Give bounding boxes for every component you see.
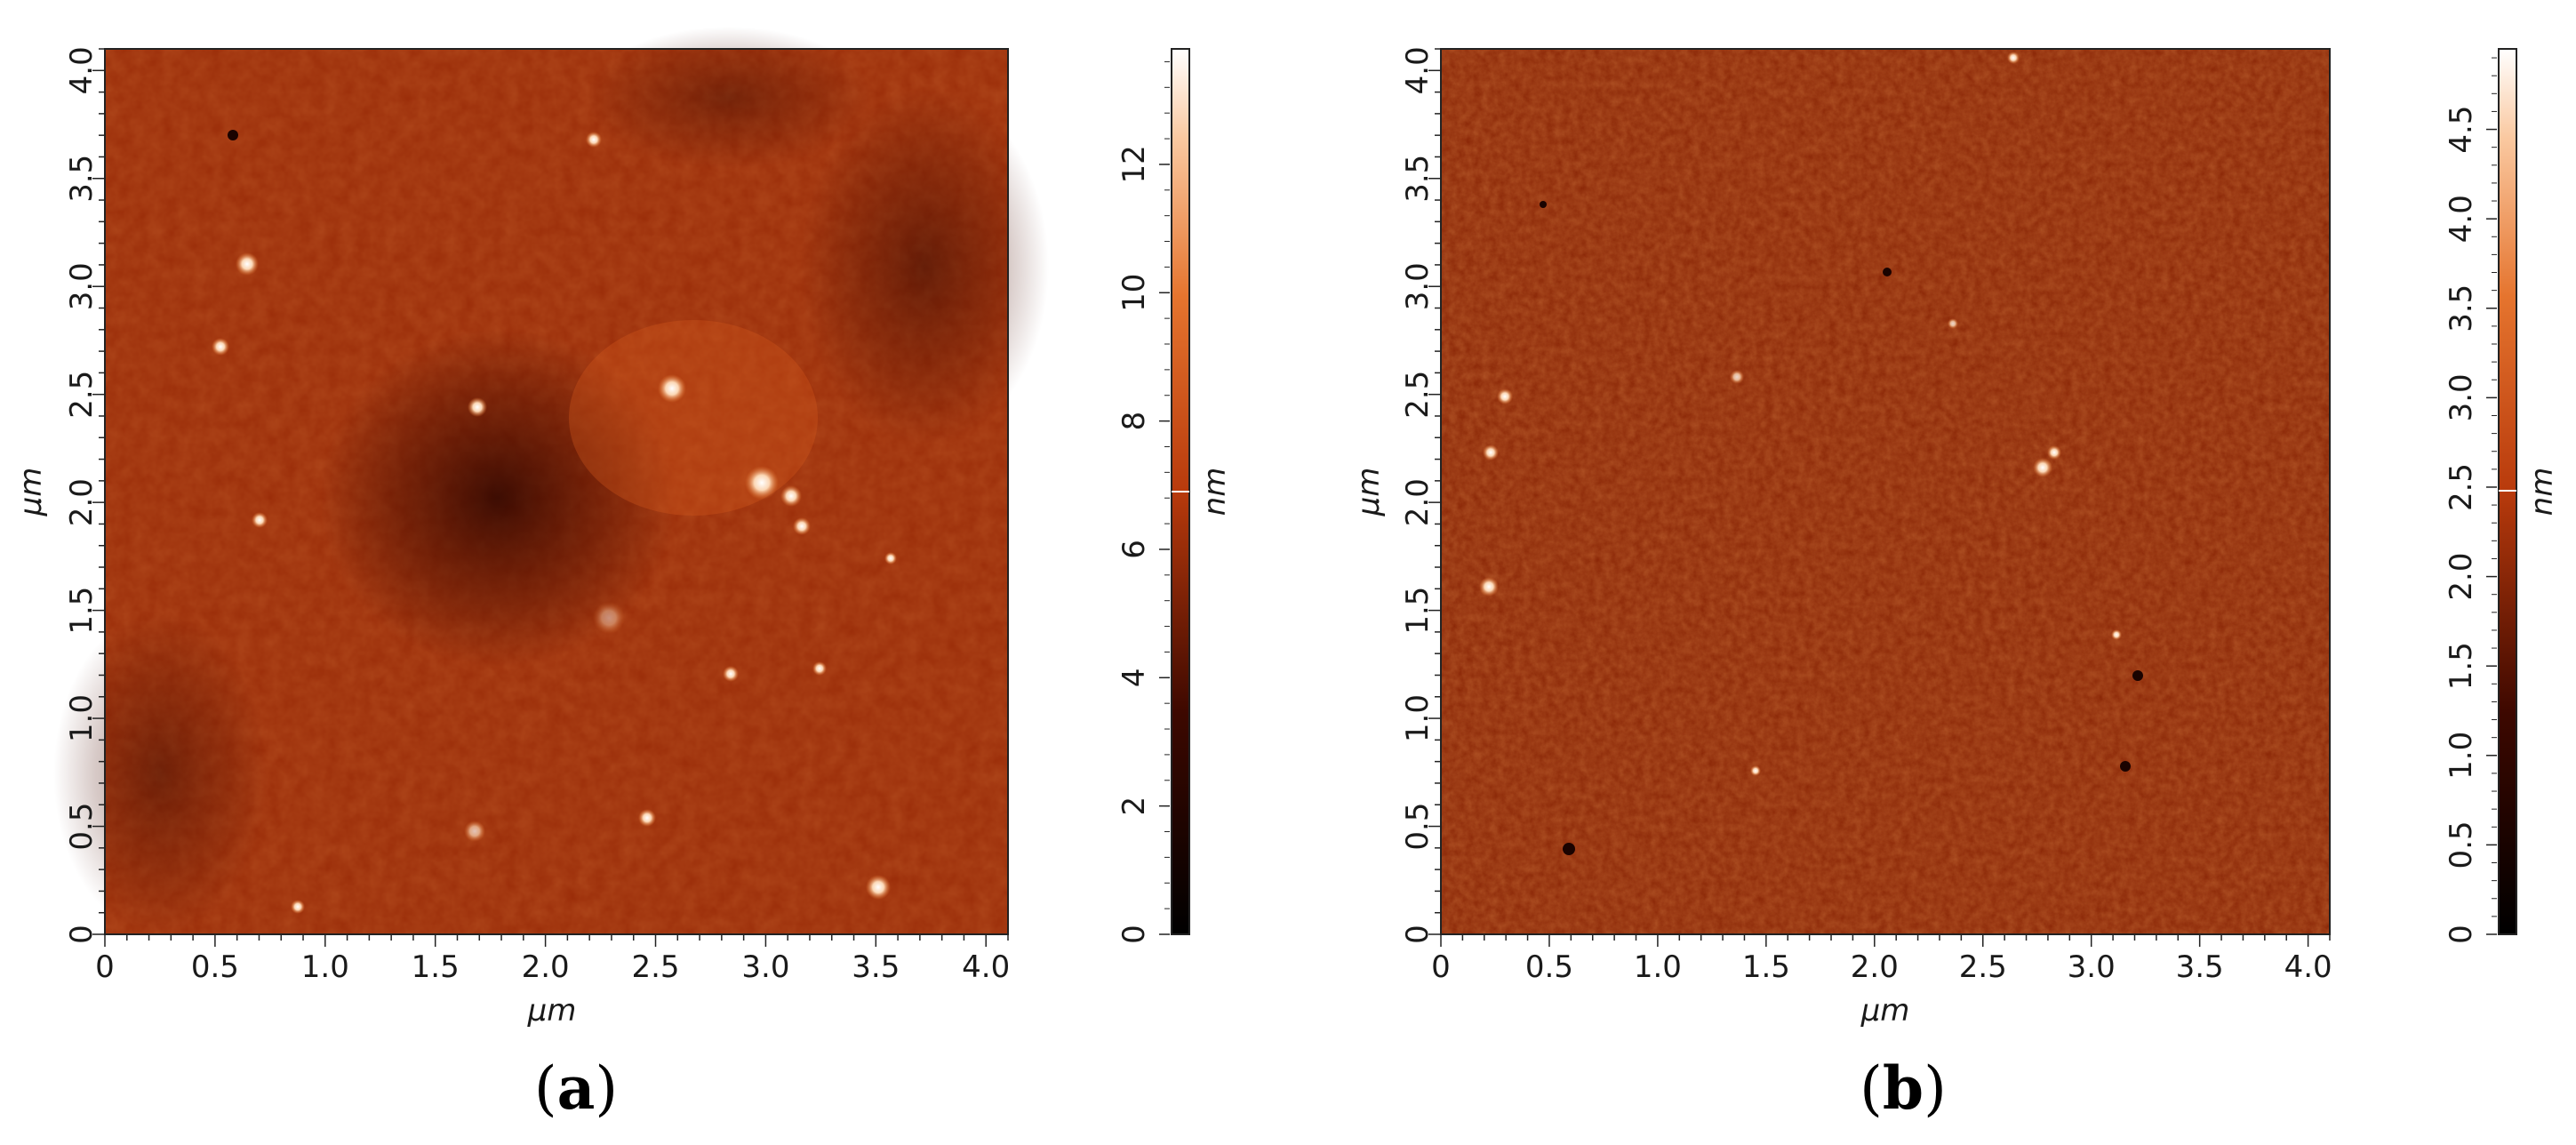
x-tick-label: 0 [1431, 949, 1451, 985]
x-tick-label: 3.5 [852, 949, 900, 985]
x-tick-label: 1.0 [1634, 949, 1682, 985]
colorbar-tick-label: 10 [1116, 274, 1152, 312]
caption-a: (a) [534, 1053, 618, 1123]
colorbar-tick-label: 4.0 [2444, 195, 2479, 243]
image-frame-a [104, 48, 1009, 935]
y-axis-label-a: μm [13, 468, 49, 517]
x-tick-label: 4.0 [2284, 949, 2332, 985]
y-tick-label: 1.5 [1400, 587, 1436, 635]
colorbar-unit-a: nm [1197, 468, 1233, 516]
y-tick-label: 0 [64, 925, 100, 944]
x-tick-label: 2.5 [1959, 949, 2007, 985]
y-tick-label: 3.0 [64, 262, 100, 310]
colorbar-axis-a: 0 2 4 6 8 10 12 [1116, 60, 1189, 944]
image-frame-b [1440, 48, 2331, 935]
y-tick-label: 4.0 [1400, 46, 1436, 94]
colorbar-tick-label: 4.5 [2444, 106, 2479, 154]
y-tick-label: 1.0 [1400, 694, 1436, 742]
colorbar-tick-label: 4 [1116, 668, 1152, 687]
axes-a: 0 0.5 1.0 1.5 2.0 2.5 3.0 3.5 4.0 0 0.5 1.0 1.5 2.0 2.… [64, 46, 1010, 985]
x-tick-label: 1.5 [412, 949, 460, 985]
y-axis-label-b: μm [1351, 468, 1387, 517]
caption-b: (b) [1860, 1053, 1947, 1123]
colorbar-tick-label: 2 [1116, 797, 1152, 816]
y-tick-label: 2.0 [1400, 478, 1436, 526]
afm-panel-a: 0 0.5 1.0 1.5 2.0 2.5 3.0 3.5 4.0 0 0.5 1.0 1.5 2.0 2.… [13, 27, 1233, 1123]
y-tick-label: 0.5 [64, 802, 100, 850]
colorbar-tick-label: 0 [2444, 925, 2479, 944]
x-tick-label: 1.0 [301, 949, 349, 985]
y-tick-label: 2.5 [64, 371, 100, 419]
afm-figure-a: 0 0.5 1.0 1.5 2.0 2.5 3.0 3.5 4.0 0 0.5 1.0 1.5 2.0 2.… [13, 27, 1233, 1123]
colorbar-unit-b: nm [2524, 468, 2560, 516]
y-tick-label: 2.5 [1400, 371, 1436, 419]
height-map-image-b [1441, 49, 2330, 934]
x-tick-label: 0 [95, 949, 115, 985]
x-tick-label: 3.0 [741, 949, 789, 985]
y-tick-label: 0 [1400, 925, 1436, 944]
axes-b: 0 0.5 1.0 1.5 2.0 2.5 3.0 3.5 4.0 0 0.5 1.0 1.5 2.0 2.… [1400, 46, 2332, 985]
colorbar-tick-label: 8 [1116, 412, 1152, 431]
afm-figure-b: 0 0.5 1.0 1.5 2.0 2.5 3.0 3.5 4.0 0 0.5 1.0 1.5 2.0 2.… [1351, 46, 2560, 1123]
x-tick-label: 2.0 [1851, 949, 1899, 985]
y-tick-label: 1.0 [64, 694, 100, 742]
colorbar-tick-label: 3.5 [2444, 284, 2479, 332]
afm-panel-b: 0 0.5 1.0 1.5 2.0 2.5 3.0 3.5 4.0 0 0.5 1.0 1.5 2.0 2.… [1288, 0, 2576, 1145]
y-tick-label: 2.0 [64, 478, 100, 526]
colorbar-tick-label: 3.0 [2444, 373, 2479, 421]
x-tick-label: 1.5 [1742, 949, 1790, 985]
y-tick-label: 3.5 [1400, 155, 1436, 203]
colorbar-b [2498, 48, 2517, 935]
x-tick-label: 3.5 [2176, 949, 2224, 985]
colorbar-tick-label: 1.0 [2444, 732, 2479, 780]
y-tick-label: 4.0 [64, 46, 100, 94]
x-axis-label-b: μm [1860, 993, 1910, 1029]
colorbar-tick-label: 0 [1116, 925, 1152, 944]
y-tick-label: 1.5 [64, 587, 100, 635]
x-tick-label: 2.5 [631, 949, 679, 985]
colorbar-axis-b: 0 0.5 1.0 1.5 2.0 2.5 3.0 3.5 4.0 4.5 [2444, 57, 2516, 944]
colorbar-tick-label: 2.0 [2444, 553, 2479, 601]
x-tick-label: 0.5 [1525, 949, 1573, 985]
x-tick-label: 2.0 [522, 949, 570, 985]
y-tick-label: 0.5 [1400, 802, 1436, 850]
colorbar-tick-label: 2.5 [2444, 463, 2479, 511]
colorbar-tick-label: 0.5 [2444, 821, 2479, 869]
colorbar-tick-label: 1.5 [2444, 642, 2479, 690]
colorbar-tick-label: 12 [1116, 145, 1152, 183]
colorbar-tick-label: 6 [1116, 540, 1152, 559]
height-map-image-a [53, 27, 1049, 934]
x-tick-label: 0.5 [191, 949, 239, 985]
y-tick-label: 3.0 [1400, 262, 1436, 310]
y-tick-label: 3.5 [64, 155, 100, 203]
x-tick-label: 3.0 [2068, 949, 2116, 985]
x-axis-label-a: μm [527, 993, 577, 1029]
x-tick-label: 4.0 [962, 949, 1010, 985]
